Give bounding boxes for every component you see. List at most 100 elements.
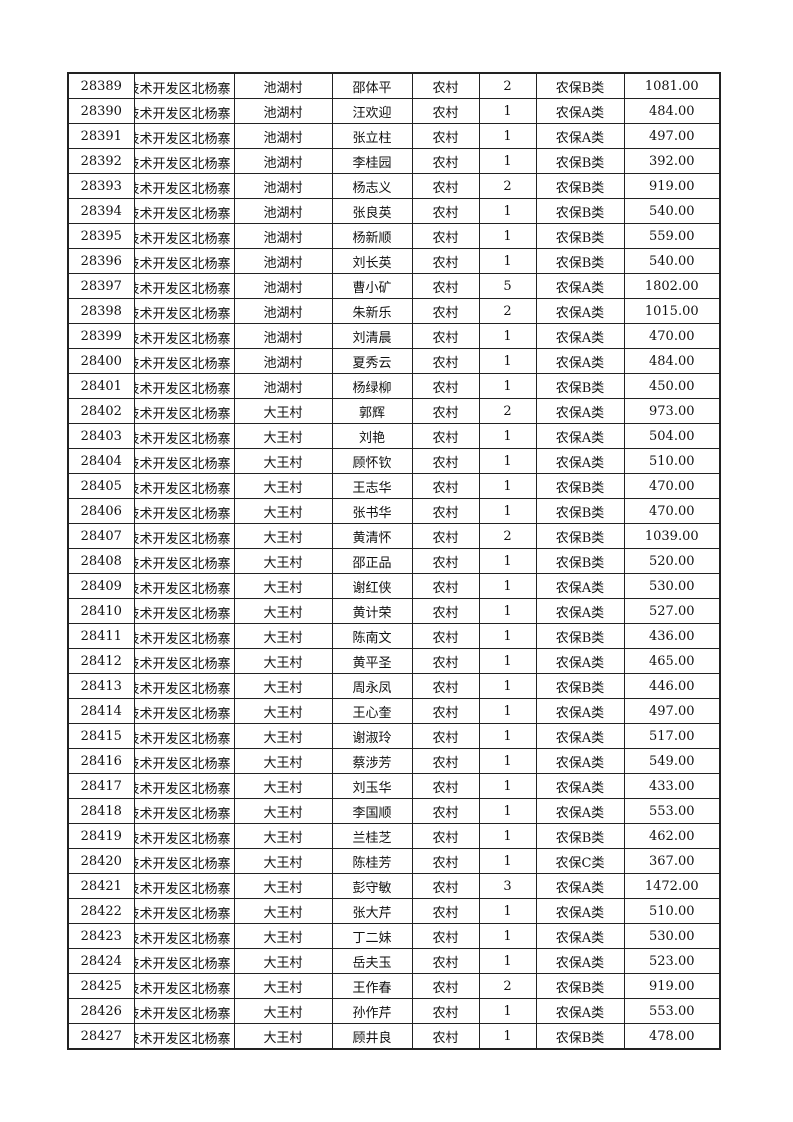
cell-name: 孙作芹 [331,998,413,1024]
cell-type: 农村 [411,198,480,224]
cell-type: 农村 [411,948,480,974]
cell-village: 大王村 [233,898,333,924]
cell-type: 农村 [411,373,480,399]
cell-count: 1 [478,423,537,449]
table-row: 28413 技术开发区北杨寨 大王村 周永凤 农村 1 农保B类 446.00 [67,673,721,699]
cell-name: 黄计荣 [331,598,413,624]
cell-area-text: 技术开发区北杨寨 [134,457,231,472]
cell-name: 郭辉 [331,398,413,424]
cell-id: 28417 [67,773,135,799]
cell-type: 农村 [411,248,480,274]
cell-amount: 1081.00 [623,72,721,99]
cell-count: 1 [478,448,537,474]
cell-amount: 1039.00 [623,523,721,549]
cell-count: 1 [478,723,537,749]
table-row: 28410 技术开发区北杨寨 大王村 黄计荣 农村 1 农保A类 527.00 [67,598,721,624]
cell-id: 28393 [67,173,135,199]
cell-area-text: 技术开发区北杨寨 [134,982,231,997]
cell-village: 池湖村 [233,248,333,274]
cell-area: 技术开发区北杨寨 [133,573,235,599]
cell-count: 1 [478,573,537,599]
cell-count: 5 [478,273,537,299]
cell-area: 技术开发区北杨寨 [133,198,235,224]
table-row: 28415 技术开发区北杨寨 大王村 谢淑玲 农村 1 农保A类 517.00 [67,723,721,749]
cell-id: 28427 [67,1023,135,1050]
cell-name: 陈桂芳 [331,848,413,874]
cell-area: 技术开发区北杨寨 [133,773,235,799]
cell-village: 大王村 [233,773,333,799]
cell-name: 张立柱 [331,123,413,149]
cell-area-text: 技术开发区北杨寨 [134,832,231,847]
cell-id: 28401 [67,373,135,399]
cell-amount: 446.00 [623,673,721,699]
cell-area: 技术开发区北杨寨 [133,248,235,274]
cell-area: 技术开发区北杨寨 [133,423,235,449]
cell-category: 农保A类 [535,923,625,949]
cell-id: 28398 [67,298,135,324]
cell-village: 大王村 [233,623,333,649]
cell-category: 农保B类 [535,823,625,849]
cell-area: 技术开发区北杨寨 [133,848,235,874]
cell-amount: 919.00 [623,173,721,199]
cell-count: 1 [478,948,537,974]
cell-area: 技术开发区北杨寨 [133,223,235,249]
cell-name: 王作春 [331,973,413,999]
cell-area-text: 技术开发区北杨寨 [134,582,231,597]
cell-area-text: 技术开发区北杨寨 [134,807,231,822]
cell-area-text: 技术开发区北杨寨 [134,407,231,422]
cell-id: 28421 [67,873,135,899]
cell-type: 农村 [411,573,480,599]
cell-village: 大王村 [233,798,333,824]
cell-count: 2 [478,973,537,999]
cell-village: 池湖村 [233,98,333,124]
cell-count: 1 [478,748,537,774]
cell-amount: 497.00 [623,123,721,149]
cell-count: 1 [478,623,537,649]
cell-category: 农保A类 [535,873,625,899]
cell-area-text: 技术开发区北杨寨 [134,432,231,447]
cell-name: 周永凤 [331,673,413,699]
cell-area: 技术开发区北杨寨 [133,72,235,99]
cell-count: 1 [478,473,537,499]
cell-type: 农村 [411,323,480,349]
cell-id: 28419 [67,823,135,849]
cell-type: 农村 [411,123,480,149]
cell-amount: 549.00 [623,748,721,774]
cell-name: 张良英 [331,198,413,224]
cell-count: 1 [478,773,537,799]
cell-type: 农村 [411,498,480,524]
cell-area: 技术开发区北杨寨 [133,898,235,924]
cell-type: 农村 [411,623,480,649]
cell-category: 农保B类 [535,72,625,99]
table-row: 28411 技术开发区北杨寨 大王村 陈南文 农村 1 农保B类 436.00 [67,623,721,649]
cell-type: 农村 [411,823,480,849]
cell-amount: 484.00 [623,98,721,124]
cell-id: 28391 [67,123,135,149]
cell-name: 陈南文 [331,623,413,649]
cell-count: 2 [478,523,537,549]
cell-id: 28414 [67,698,135,724]
table-row: 28389 技术开发区北杨寨 池湖村 邵体平 农村 2 农保B类 1081.00 [67,72,721,99]
cell-count: 2 [478,398,537,424]
cell-name: 顾怀钦 [331,448,413,474]
table-row: 28392 技术开发区北杨寨 池湖村 李桂园 农村 1 农保B类 392.00 [67,148,721,174]
cell-id: 28389 [67,72,135,99]
cell-area: 技术开发区北杨寨 [133,948,235,974]
cell-id: 28396 [67,248,135,274]
cell-amount: 510.00 [623,898,721,924]
cell-type: 农村 [411,223,480,249]
cell-category: 农保B类 [535,548,625,574]
cell-category: 农保A类 [535,98,625,124]
cell-area: 技术开发区北杨寨 [133,1023,235,1050]
cell-name: 杨新顺 [331,223,413,249]
cell-count: 2 [478,298,537,324]
cell-village: 大王村 [233,423,333,449]
cell-name: 杨志义 [331,173,413,199]
cell-name: 李国顺 [331,798,413,824]
cell-name: 黄清怀 [331,523,413,549]
cell-count: 1 [478,1023,537,1050]
table-row: 28421 技术开发区北杨寨 大王村 彭守敏 农村 3 农保A类 1472.00 [67,873,721,899]
cell-category: 农保A类 [535,773,625,799]
cell-area-text: 技术开发区北杨寨 [134,107,231,122]
cell-amount: 530.00 [623,573,721,599]
